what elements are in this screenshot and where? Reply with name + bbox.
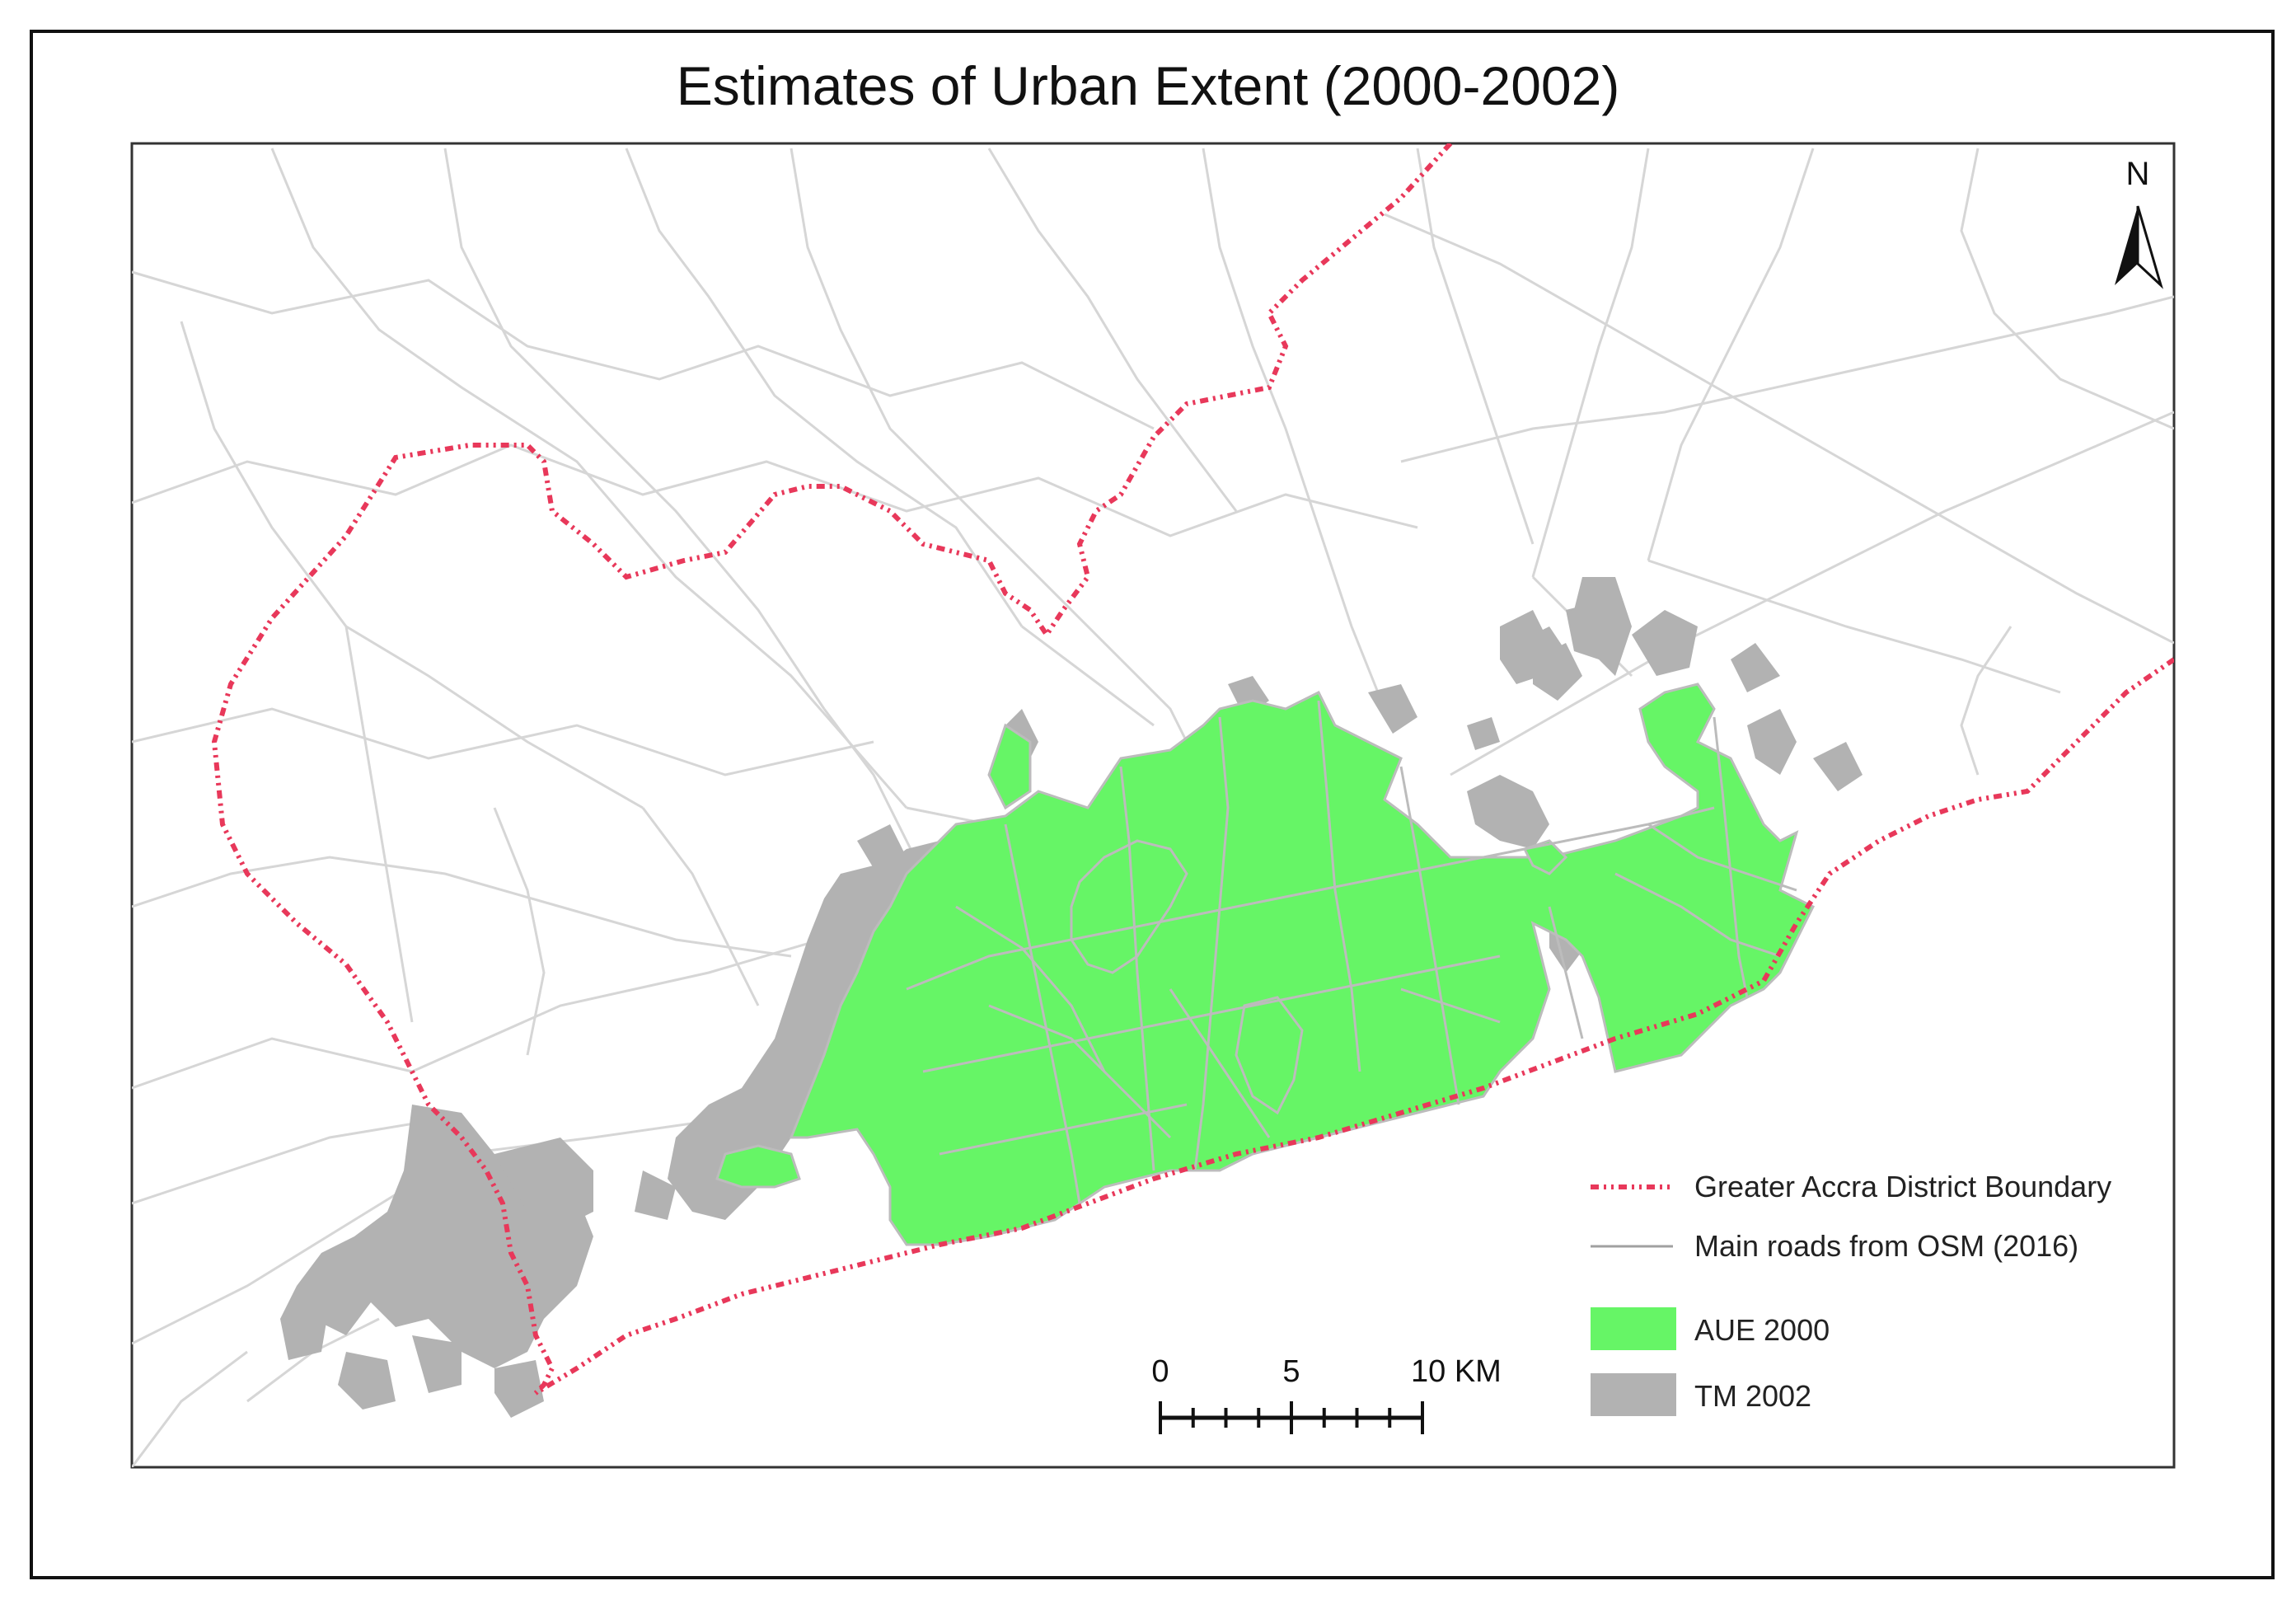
- legend-boundary-label: Greater Accra District Boundary: [1694, 1170, 2111, 1203]
- urban-road-grid: [906, 700, 1797, 1204]
- district-boundary: [211, 143, 2174, 1396]
- scale-ticks: [1159, 1401, 1424, 1434]
- legend-roads-label: Main roads from OSM (2016): [1694, 1229, 2078, 1263]
- aue-2000-areas: [715, 683, 1816, 1246]
- scale-label-5: 5: [1282, 1354, 1300, 1389]
- north-label: N: [2126, 156, 2150, 192]
- scale-label-0: 0: [1151, 1354, 1169, 1389]
- legend-aue-swatch: [1591, 1307, 1676, 1350]
- legend-aue-label: AUE 2000: [1694, 1313, 1830, 1347]
- north-arrow: N: [2115, 156, 2163, 289]
- legend: Greater Accra District Boundary Main roa…: [1591, 1170, 2111, 1416]
- legend-tm-swatch: [1591, 1373, 1676, 1416]
- road-network: [132, 148, 2174, 1467]
- legend-tm-label: TM 2002: [1694, 1379, 1811, 1413]
- map-title: Estimates of Urban Extent (2000-2002): [676, 55, 1620, 116]
- scale-bar: 0 5 10 KM: [1151, 1354, 1502, 1434]
- scale-label-10: 10 KM: [1411, 1354, 1502, 1389]
